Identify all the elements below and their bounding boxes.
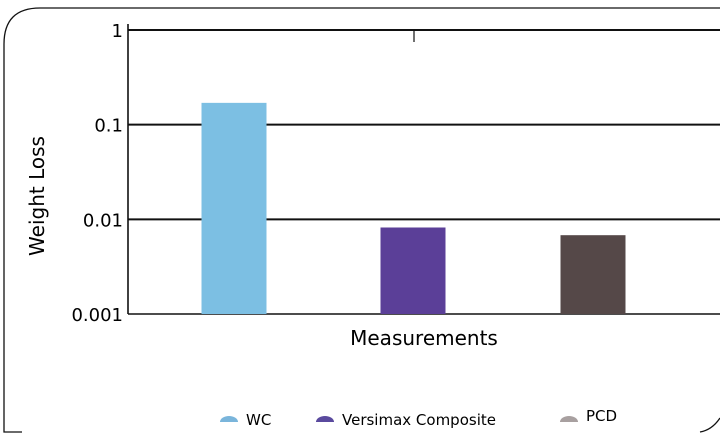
legend-label: Versimax Composite (342, 411, 496, 429)
chart-border-corner (699, 417, 720, 433)
legend: WC Versimax Composite PCD (220, 407, 617, 429)
bars (201, 102, 626, 315)
legend-label: WC (246, 411, 271, 429)
y-tick-labels: 1 0.1 0.01 0.001 (71, 21, 123, 326)
legend-label: PCD (586, 407, 617, 425)
legend-swatch (560, 416, 578, 422)
y-tick-label: 1 (112, 21, 123, 42)
x-axis-label: Measurements (350, 326, 498, 350)
bar-wc (201, 102, 267, 315)
chart-border (3, 7, 720, 433)
y-tick-label: 0.001 (71, 305, 123, 326)
legend-swatch (316, 416, 334, 422)
bar-pcd (560, 235, 626, 314)
y-axis-label: Weight Loss (25, 136, 49, 256)
y-tick-label: 0.1 (94, 116, 123, 137)
axes (127, 24, 415, 314)
legend-swatch (220, 416, 238, 422)
bar-versimax-composite (380, 227, 446, 314)
y-tick-label: 0.01 (83, 210, 123, 231)
